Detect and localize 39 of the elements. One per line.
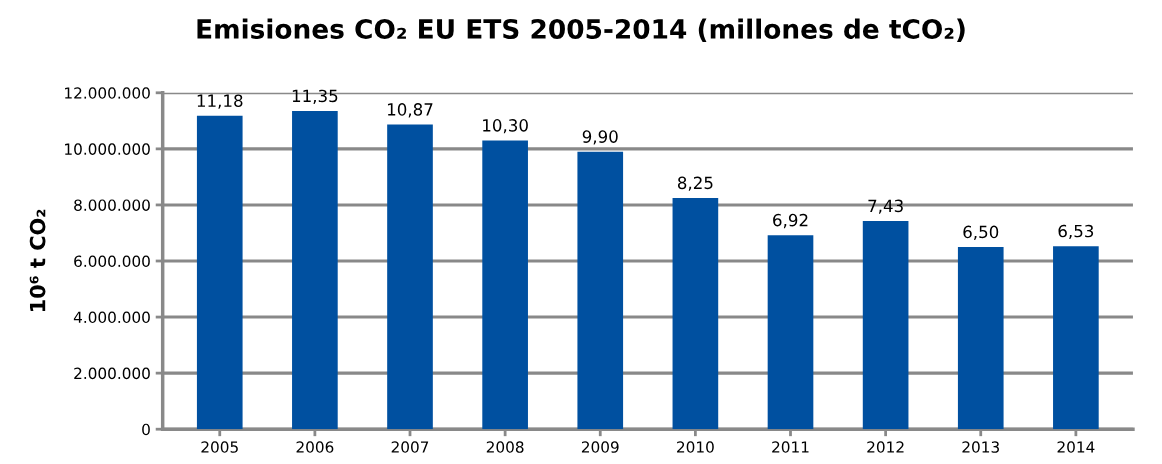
x-tick-label: 2011 — [772, 441, 809, 453]
annotation: 11,18 — [197, 94, 243, 109]
bar — [767, 235, 814, 430]
x-tick-label: 2010 — [677, 441, 714, 453]
bar — [1053, 246, 1099, 430]
x-tick-label: 2008 — [486, 441, 524, 453]
bar — [672, 197, 719, 430]
y-tick-label: 0 — [142, 423, 150, 436]
bar — [862, 220, 909, 430]
annotation: 6,50 — [963, 225, 999, 240]
bar — [482, 140, 528, 430]
x-tick-label: 2006 — [296, 441, 334, 453]
y-tick-label: 6.000.000 — [74, 255, 150, 268]
chart-title: Emisiones CO₂ EU ETS 2005-2014 (millones de tCO₂) — [197, 18, 965, 43]
x-tick-label: 2013 — [962, 441, 999, 453]
annotation: 10,87 — [387, 103, 433, 118]
annotation: 9,90 — [582, 130, 618, 145]
y-axis-title: 10⁶ t CO₂ — [29, 209, 46, 311]
annotation: 11,35 — [292, 89, 338, 104]
x-tick-label: 2014 — [1057, 441, 1095, 453]
y-tick-label: 4.000.000 — [73, 311, 150, 324]
y-tick-label: 10.000.000 — [65, 143, 150, 155]
bar — [292, 111, 338, 430]
y-tick-label: 2.000.000 — [74, 367, 150, 380]
x-tick-label: 2012 — [867, 441, 904, 453]
y-tick-label: 12.000.000 — [65, 87, 150, 99]
annotation: 7,43 — [868, 199, 903, 214]
x-tick-label: 2005 — [201, 441, 238, 453]
bar — [577, 151, 624, 430]
x-tick-label: 2007 — [391, 441, 429, 453]
bar — [957, 246, 1004, 430]
annotation: 10,30 — [483, 119, 528, 134]
annotation: 6,92 — [773, 213, 808, 229]
annotation: 8,25 — [677, 176, 713, 191]
bar — [196, 115, 243, 430]
annotation: 6,53 — [1058, 224, 1094, 240]
x-tick-label: 2009 — [581, 441, 619, 453]
y-tick-label: 8.000.000 — [74, 199, 150, 211]
bar — [387, 124, 433, 430]
